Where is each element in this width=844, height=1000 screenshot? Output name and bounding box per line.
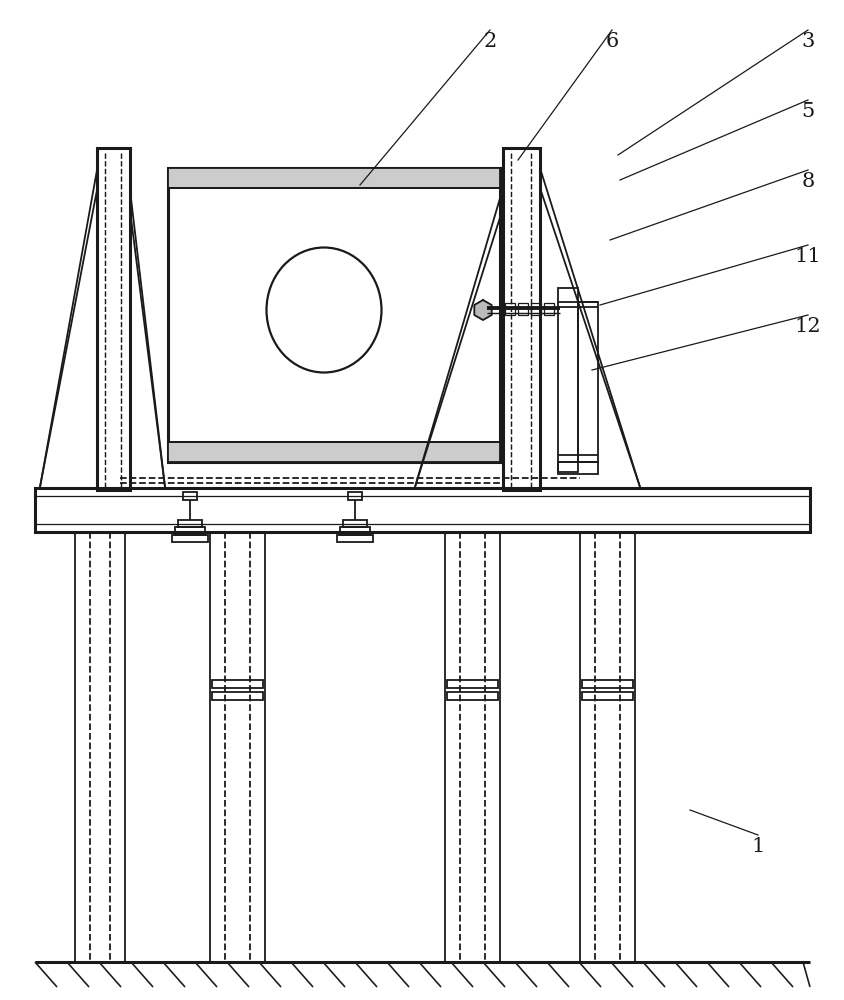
- Bar: [172, 535, 208, 542]
- Bar: [446, 692, 497, 700]
- Bar: [517, 303, 528, 315]
- Bar: [557, 288, 577, 472]
- Text: 12: 12: [793, 317, 820, 336]
- Bar: [212, 680, 262, 688]
- Text: 8: 8: [800, 172, 814, 191]
- Bar: [168, 168, 500, 462]
- Bar: [544, 303, 554, 315]
- Text: 2: 2: [483, 32, 496, 51]
- Text: 1: 1: [750, 837, 764, 856]
- Text: 11: 11: [793, 247, 820, 266]
- Bar: [557, 462, 598, 474]
- Bar: [582, 680, 632, 688]
- Bar: [97, 148, 130, 490]
- Bar: [502, 148, 539, 490]
- Bar: [339, 527, 370, 535]
- Bar: [168, 168, 500, 188]
- Text: 3: 3: [800, 32, 814, 51]
- Bar: [212, 692, 262, 700]
- Bar: [35, 488, 809, 532]
- Bar: [178, 520, 202, 527]
- Text: 5: 5: [800, 102, 814, 121]
- Bar: [183, 492, 197, 500]
- Bar: [348, 492, 361, 500]
- Bar: [175, 527, 205, 535]
- Bar: [343, 520, 366, 527]
- Polygon shape: [473, 300, 491, 320]
- Bar: [168, 442, 500, 462]
- Bar: [337, 535, 372, 542]
- Bar: [577, 302, 598, 462]
- Bar: [505, 303, 514, 315]
- Bar: [446, 680, 497, 688]
- Bar: [582, 692, 632, 700]
- Bar: [530, 303, 540, 315]
- Text: 6: 6: [604, 32, 618, 51]
